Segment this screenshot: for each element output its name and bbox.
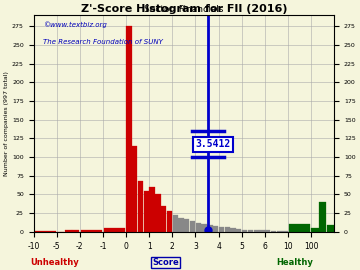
Bar xyxy=(219,227,224,232)
Bar xyxy=(319,202,326,232)
Y-axis label: Number of companies (997 total): Number of companies (997 total) xyxy=(4,71,9,176)
Text: 3.5412: 3.5412 xyxy=(195,139,230,149)
Bar xyxy=(178,218,184,232)
Bar xyxy=(81,230,102,232)
Bar xyxy=(265,230,270,232)
Bar xyxy=(253,230,259,232)
Bar xyxy=(72,230,80,232)
Bar xyxy=(283,231,288,232)
Bar xyxy=(35,231,56,232)
Bar xyxy=(271,231,276,232)
Bar xyxy=(190,221,195,232)
Bar xyxy=(172,215,178,232)
Bar xyxy=(138,181,143,232)
Bar xyxy=(184,219,189,232)
Bar xyxy=(202,224,207,232)
Bar xyxy=(149,187,155,232)
Text: Sector: Financials: Sector: Financials xyxy=(144,5,224,14)
Text: Score: Score xyxy=(153,258,179,267)
Bar xyxy=(155,194,161,232)
Bar xyxy=(65,230,72,232)
Bar xyxy=(259,230,265,232)
Text: The Research Foundation of SUNY: The Research Foundation of SUNY xyxy=(42,39,162,45)
Text: ©www.textbiz.org: ©www.textbiz.org xyxy=(42,21,107,28)
Bar xyxy=(126,26,132,232)
Bar xyxy=(104,228,125,232)
Bar xyxy=(144,191,149,232)
Bar xyxy=(327,225,334,232)
Bar xyxy=(289,224,310,232)
Text: Healthy: Healthy xyxy=(277,258,314,267)
Bar xyxy=(161,206,166,232)
Bar xyxy=(236,229,242,232)
Bar xyxy=(207,225,212,232)
Title: Z'-Score Histogram for FII (2016): Z'-Score Histogram for FII (2016) xyxy=(81,4,287,14)
Text: Unhealthy: Unhealthy xyxy=(30,258,79,267)
Bar xyxy=(225,227,230,232)
Bar xyxy=(132,146,138,232)
Bar xyxy=(213,226,219,232)
Bar xyxy=(167,211,172,232)
Bar xyxy=(248,230,253,232)
Bar xyxy=(311,228,319,232)
Bar xyxy=(196,223,201,232)
Bar xyxy=(242,230,247,232)
Bar xyxy=(276,231,282,232)
Bar xyxy=(230,228,236,232)
